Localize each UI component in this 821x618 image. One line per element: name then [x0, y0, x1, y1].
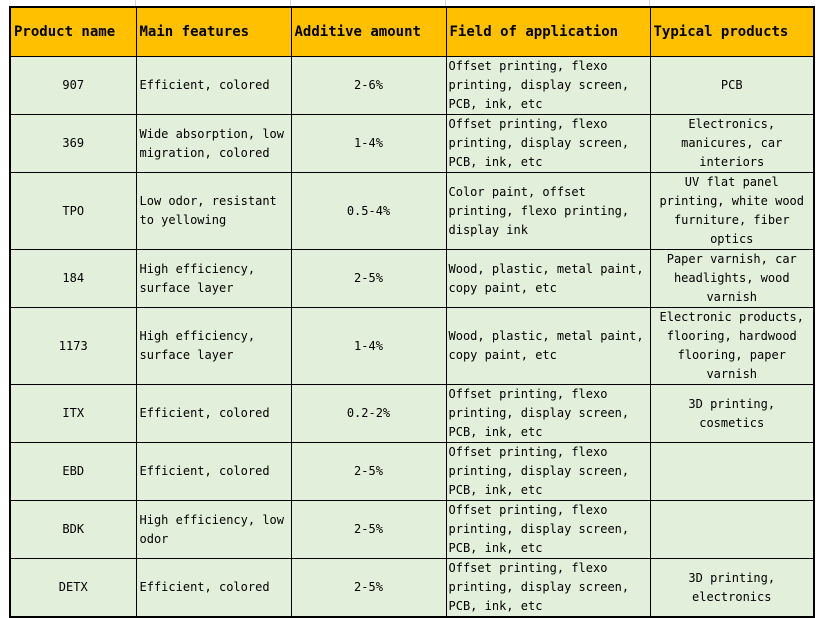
cell-field-of-application[interactable]: Offset printing, flexo printing, display… [445, 558, 651, 618]
cell-product-name[interactable]: 1173 [9, 307, 137, 385]
header-row: Product name Main features Additive amou… [9, 6, 815, 57]
table-row: EBD Efficient, colored 2-5% Offset print… [9, 442, 815, 501]
cell-field-of-application[interactable]: Color paint, offset printing, flexo prin… [445, 172, 651, 250]
cell-additive-amount[interactable]: 2-5% [290, 442, 447, 501]
cell-typical-products[interactable]: PCB [649, 56, 815, 115]
cell-product-name[interactable]: 184 [9, 249, 137, 308]
cell-additive-amount[interactable]: 2-5% [290, 500, 447, 559]
header-product-name[interactable]: Product name [9, 6, 137, 57]
cell-product-name[interactable]: TPO [9, 172, 137, 250]
cell-product-name[interactable]: 369 [9, 114, 137, 173]
cell-field-of-application[interactable]: Offset printing, flexo printing, display… [445, 56, 651, 115]
table-row: 369 Wide absorption, low migration, colo… [9, 114, 815, 173]
cell-additive-amount[interactable]: 0.5-4% [290, 172, 447, 250]
header-additive-amount[interactable]: Additive amount [290, 6, 447, 57]
table-body: 907 Efficient, colored 2-6% Offset print… [9, 56, 815, 618]
cell-additive-amount[interactable]: 1-4% [290, 114, 447, 173]
table-row: 184 High efficiency, surface layer 2-5% … [9, 249, 815, 308]
header-field-of-application[interactable]: Field of application [445, 6, 651, 57]
cell-product-name[interactable]: ITX [9, 384, 137, 443]
table-row: TPO Low odor, resistant to yellowing 0.5… [9, 172, 815, 250]
cell-typical-products[interactable]: Electronics, manicures, car interiors [649, 114, 815, 173]
cell-product-name[interactable]: EBD [9, 442, 137, 501]
cell-additive-amount[interactable]: 1-4% [290, 307, 447, 385]
table-row: 1173 High efficiency, surface layer 1-4%… [9, 307, 815, 385]
cell-main-features[interactable]: High efficiency, surface layer [135, 249, 292, 308]
table-row: ITX Efficient, colored 0.2-2% Offset pri… [9, 384, 815, 443]
cell-typical-products[interactable]: 3D printing, cosmetics [649, 384, 815, 443]
product-table: Product name Main features Additive amou… [9, 6, 815, 618]
table-row: 907 Efficient, colored 2-6% Offset print… [9, 56, 815, 115]
cell-additive-amount[interactable]: 2-5% [290, 249, 447, 308]
cell-field-of-application[interactable]: Wood, plastic, metal paint, copy paint, … [445, 307, 651, 385]
cell-field-of-application[interactable]: Offset printing, flexo printing, display… [445, 442, 651, 501]
table-row: DETX Efficient, colored 2-5% Offset prin… [9, 558, 815, 618]
table-row: BDK High efficiency, low odor 2-5% Offse… [9, 500, 815, 559]
cell-main-features[interactable]: High efficiency, low odor [135, 500, 292, 559]
cell-field-of-application[interactable]: Wood, plastic, metal paint, copy paint, … [445, 249, 651, 308]
cell-additive-amount[interactable]: 2-6% [290, 56, 447, 115]
cell-field-of-application[interactable]: Offset printing, flexo printing, display… [445, 114, 651, 173]
cell-main-features[interactable]: Efficient, colored [135, 442, 292, 501]
cell-field-of-application[interactable]: Offset printing, flexo printing, display… [445, 500, 651, 559]
cell-main-features[interactable]: Efficient, colored [135, 558, 292, 618]
cell-main-features[interactable]: High efficiency, surface layer [135, 307, 292, 385]
cell-typical-products[interactable] [649, 500, 815, 559]
cell-product-name[interactable]: BDK [9, 500, 137, 559]
cell-main-features[interactable]: Wide absorption, low migration, colored [135, 114, 292, 173]
cell-additive-amount[interactable]: 0.2-2% [290, 384, 447, 443]
cell-product-name[interactable]: 907 [9, 56, 137, 115]
cell-main-features[interactable]: Efficient, colored [135, 56, 292, 115]
cell-typical-products[interactable] [649, 442, 815, 501]
cell-additive-amount[interactable]: 2-5% [290, 558, 447, 618]
header-main-features[interactable]: Main features [135, 6, 292, 57]
cell-product-name[interactable]: DETX [9, 558, 137, 618]
cell-typical-products[interactable]: UV flat panel printing, white wood furni… [649, 172, 815, 250]
cell-typical-products[interactable]: Paper varnish, car headlights, wood varn… [649, 249, 815, 308]
cell-typical-products[interactable]: Electronic products, flooring, hardwood … [649, 307, 815, 385]
header-typical-products[interactable]: Typical products [649, 6, 815, 57]
cell-field-of-application[interactable]: Offset printing, flexo printing, display… [445, 384, 651, 443]
table-header: Product name Main features Additive amou… [9, 6, 815, 57]
cell-main-features[interactable]: Low odor, resistant to yellowing [135, 172, 292, 250]
cell-typical-products[interactable]: 3D printing, electronics [649, 558, 815, 618]
cell-main-features[interactable]: Efficient, colored [135, 384, 292, 443]
